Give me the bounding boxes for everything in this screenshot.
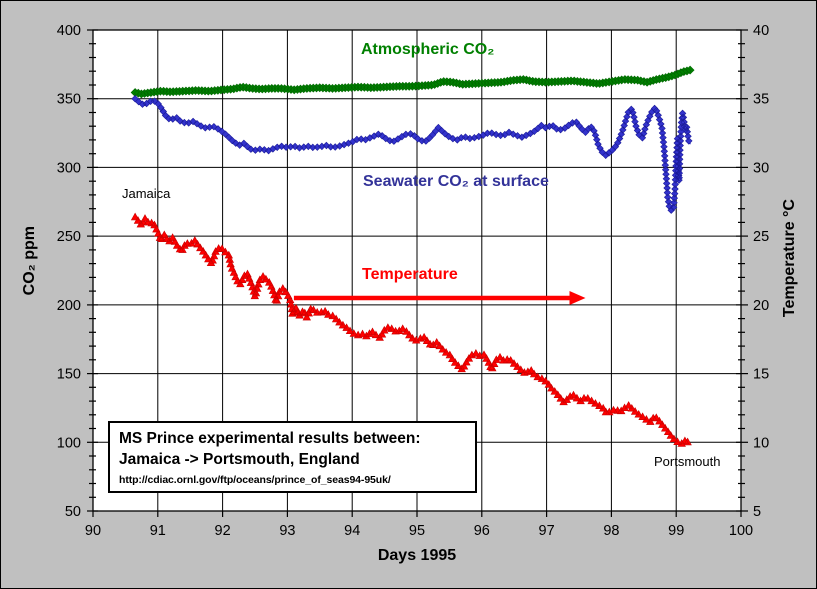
gridlines [92,29,742,512]
y-left-tick-label: 100 [57,435,81,451]
y-left-tick-label: 300 [57,160,81,176]
y-axis-right-title: Temperature °C [781,199,798,318]
jamaica-annotation-label: Jamaica [122,186,171,201]
y-axis-left-title: CO₂ ppm [21,226,38,296]
info-box-url: http://cdiac.ornl.gov/ftp/oceans/prince_… [119,474,391,486]
y-right-tick-label: 25 [753,229,769,245]
series-markers [131,94,693,214]
y-left-tick-label: 250 [57,229,81,245]
x-tick-label: 90 [85,523,101,539]
atmospheric-co2-series-label: Atmospheric CO₂ [361,41,495,58]
y-right-tick-label: 30 [753,160,769,176]
x-tick-label: 92 [215,523,231,539]
temperature-arrow [293,291,586,305]
portsmouth-annotation-label: Portsmouth [654,454,721,469]
y-right-tick-label: 5 [753,504,761,520]
y-left-tick-label: 350 [57,92,81,108]
x-tick-label: 100 [729,523,753,539]
x-axis-title: Days 1995 [377,547,457,564]
x-tick-label: 91 [150,523,166,539]
seawater-co2-series-label: Seawater CO₂ at surface [363,173,549,190]
y-left-tick-label: 400 [57,23,81,39]
tick-labels: 90 91 92 93 94 95 96 97 98 99 100 50 100 150 200 250 300… [57,23,769,539]
y-right-tick-label: 10 [753,435,769,451]
x-tick-label: 97 [539,523,555,539]
x-tick-label: 95 [409,523,425,539]
y-right-tick-label: 35 [753,92,769,108]
info-box-line1: MS Prince experimental results between: [119,430,421,447]
series-seawater [131,94,693,214]
x-tick-label: 93 [279,523,295,539]
y-left-tick-label: 200 [57,298,81,314]
info-box: MS Prince experimental results between: … [108,421,477,493]
x-tick-label: 94 [344,523,360,539]
axis-ticks [87,29,748,517]
series-temperature [130,212,692,447]
y-left-tick-label: 50 [65,504,81,520]
y-right-tick-label: 20 [753,298,769,314]
y-left-tick-label: 150 [57,367,81,383]
x-tick-label: 98 [603,523,619,539]
series-markers [130,212,692,447]
info-box-line2: Jamaica -> Portsmouth, England [119,451,360,468]
x-tick-label: 96 [474,523,490,539]
x-tick-label: 99 [668,523,684,539]
y-right-tick-label: 40 [753,23,769,39]
temperature-series-label: Temperature [362,266,458,283]
y-right-tick-label: 15 [753,367,769,383]
